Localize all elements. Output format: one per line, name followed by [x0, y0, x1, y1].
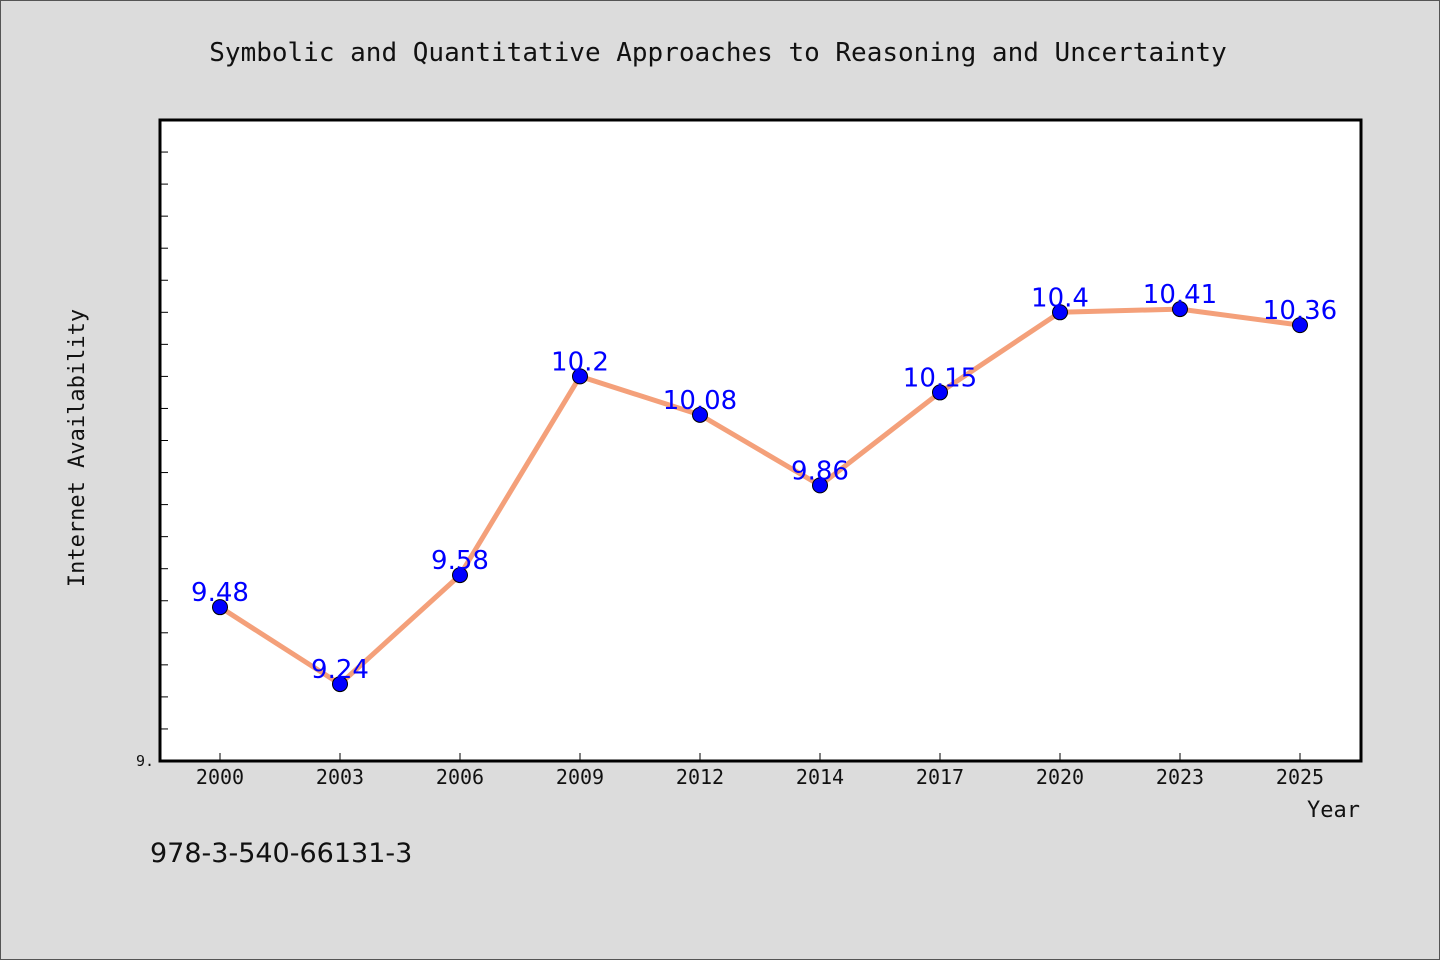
x-tick-label: 2000: [196, 765, 244, 789]
x-axis-label: Year: [1307, 798, 1360, 823]
data-label: 10.36: [1263, 296, 1337, 326]
data-point: [812, 477, 828, 494]
x-tick-label: 2014: [796, 765, 844, 789]
data-label: 10.41: [1143, 280, 1217, 310]
series-line: [217, 306, 1303, 687]
x-tick-label: 2025: [1276, 765, 1324, 789]
x-tick-label: 2006: [436, 765, 484, 789]
x-tick-label: 2023: [1156, 765, 1204, 789]
data-point: [692, 406, 708, 423]
x-axis-ticks: 2000 2003 2006 2009 2012 2014 2017 2020 2023 2025: [196, 753, 1324, 789]
chart-title: Symbolic and Quantitative Approaches to …: [209, 38, 1226, 68]
data-point: [452, 567, 468, 584]
data-point: [212, 599, 228, 616]
data-label: 9.58: [431, 546, 489, 576]
x-tick-label: 2003: [316, 765, 364, 789]
data-point: [1292, 317, 1308, 334]
data-label: 9.86: [791, 456, 849, 486]
y-axis-label: Internet Availability: [65, 309, 90, 587]
data-point: [332, 676, 348, 693]
data-label: 10.08: [663, 386, 737, 416]
plot-area: [158, 118, 1363, 763]
data-labels-layer: 9.48 9.24 9.58 10.2 10.08 9.86 10.15 10.4 10.41 1…: [191, 280, 1337, 685]
data-label: 10.15: [903, 363, 977, 393]
isbn-annotation: 978-3-540-66131-3: [150, 838, 412, 869]
data-label: 9.24: [311, 655, 369, 685]
y-axis-ticks: 9.: [136, 151, 168, 770]
data-point: [1052, 304, 1068, 321]
x-tick-label: 2009: [556, 765, 604, 789]
y-tick-label: 9.: [136, 752, 154, 770]
data-label: 9.48: [191, 578, 249, 608]
x-tick-label: 2017: [916, 765, 964, 789]
series-layer: [212, 301, 1308, 693]
x-tick-label: 2020: [1036, 765, 1084, 789]
data-point: [1172, 301, 1188, 318]
data-point: [932, 384, 948, 401]
x-tick-label: 2012: [676, 765, 724, 789]
data-label: 10.4: [1031, 283, 1089, 313]
data-point: [572, 368, 588, 385]
data-label: 10.2: [551, 347, 609, 377]
